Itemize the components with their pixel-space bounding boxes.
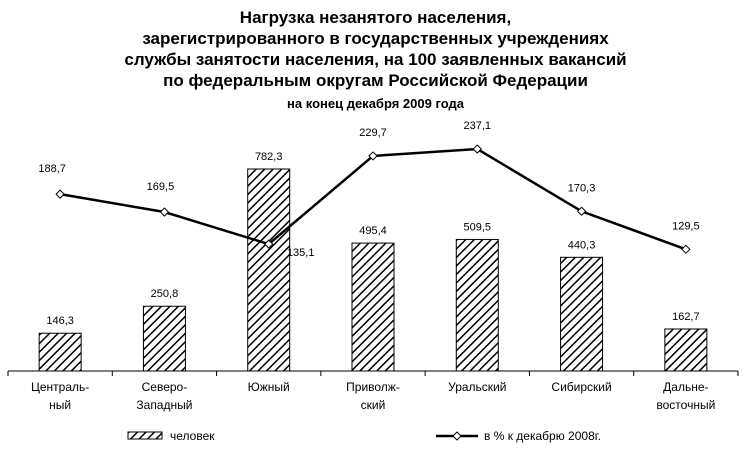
bar	[455, 238, 499, 372]
x-axis	[7, 370, 739, 376]
x-tick-label: Северо-	[142, 380, 188, 394]
line-value-label: 170,3	[568, 182, 596, 194]
line-layer	[55, 144, 691, 255]
chart-title-line-1: Нагрузка незанятого населения,	[239, 8, 512, 27]
labels-layer: 146,3 250,8 782,3 495,4 509,5 440,3 162,7 Центр…	[31, 120, 715, 412]
bar-value-label: 495,4	[359, 225, 387, 237]
line-marker	[159, 207, 170, 217]
bars-layer	[38, 168, 708, 372]
line-value-label: 229,7	[359, 127, 387, 139]
bar	[247, 168, 291, 372]
x-tick-label: Уральский	[448, 380, 506, 394]
bar-value-label: 509,5	[464, 221, 492, 233]
x-tick-label: Дальне-	[663, 380, 708, 394]
line-value-label: 169,5	[147, 181, 175, 193]
bar	[664, 328, 708, 372]
x-tick-label: Сибирский	[551, 380, 611, 394]
line-value-label: 237,1	[464, 120, 492, 132]
bar	[560, 256, 604, 372]
bar-value-label: 250,8	[151, 288, 179, 300]
x-tick-label: ный	[49, 398, 71, 412]
x-tick-label: восточный	[656, 398, 715, 412]
x-tick-label: ский	[361, 398, 386, 412]
bar-value-label: 162,7	[672, 311, 700, 323]
x-tick-label: Централь-	[31, 380, 89, 394]
line-marker	[368, 151, 378, 161]
legend-line-label: в % к декабрю 2008г.	[484, 429, 601, 443]
chart-title-line-2: зарегистрированного в государственных уч…	[142, 29, 609, 48]
bar-value-label: 146,3	[46, 315, 74, 327]
line-value-label: 135,1	[287, 247, 315, 259]
line-value-label: 188,7	[38, 163, 66, 175]
legend-bar-label: человек	[170, 429, 215, 443]
chart-subtitle: на конец декабря 2009 года	[287, 96, 464, 111]
legend: человек в % к декабрю 2008г.	[127, 429, 601, 443]
line-marker	[264, 239, 274, 249]
line-marker	[55, 189, 65, 199]
bar-value-label: 440,3	[568, 239, 596, 251]
line-value-label: 129,5	[672, 220, 700, 232]
legend-bar-swatch	[127, 431, 163, 440]
x-tick-label: Западный	[136, 398, 192, 412]
line-marker	[681, 244, 691, 255]
chart-title-line-4: по федеральным округам Российской Федера…	[163, 71, 588, 90]
bar	[351, 242, 395, 372]
x-tick-label: Южный	[248, 380, 290, 394]
legend-line-marker	[452, 431, 462, 441]
bar	[38, 332, 82, 372]
bar	[142, 305, 186, 372]
line-marker	[472, 144, 482, 154]
bar-value-label: 782,3	[255, 151, 283, 163]
x-tick-label: Приволж-	[346, 380, 400, 394]
chart-title-line-3: службы занятости населения, на 100 заявл…	[124, 50, 627, 69]
line-marker	[576, 206, 587, 216]
